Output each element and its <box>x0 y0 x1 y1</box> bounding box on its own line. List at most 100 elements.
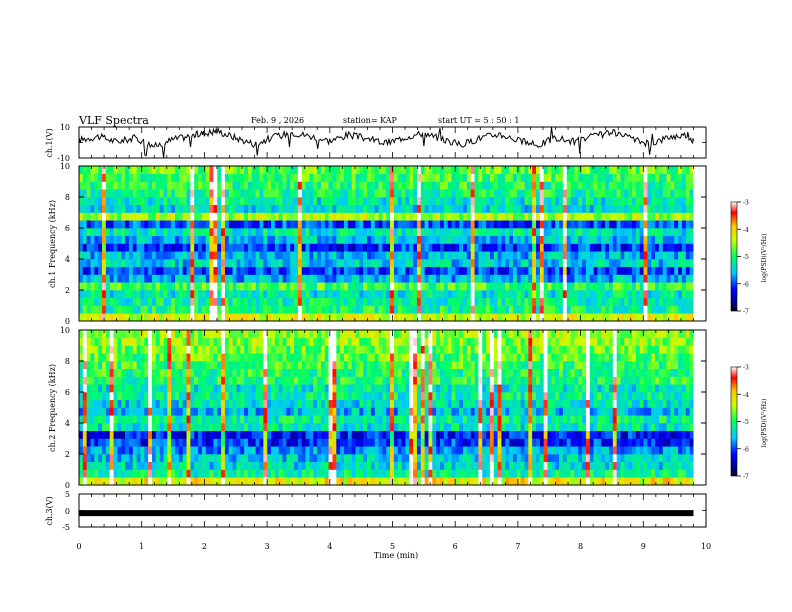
ch2-spectrogram-cell <box>274 469 279 478</box>
ch1-spectrogram-cell <box>409 290 414 299</box>
ch1-spectrogram-cell <box>132 243 137 252</box>
ch2-spectrogram-cell <box>474 415 479 424</box>
ch2-spectrogram-cell <box>685 415 690 424</box>
ch2-spectrogram-cell <box>328 461 333 470</box>
ch1-spectrogram-cell <box>589 228 594 237</box>
ch1-spectrogram-cell <box>159 290 164 299</box>
ch1-spectrogram-cell <box>486 313 491 322</box>
ch2-spectrogram-cell <box>635 469 640 478</box>
ch1-spectrogram-cell <box>655 259 660 268</box>
ch2-spectrogram-cell <box>236 438 241 447</box>
ch2-spectrogram-cell <box>547 415 552 424</box>
ch2-spectrogram-cell <box>102 446 107 455</box>
ch1-spectrogram-cell <box>221 282 226 291</box>
ch1-spectrogram-cell <box>658 282 664 291</box>
ch1-spectrogram-cell <box>566 173 571 182</box>
ch1-spectrogram-cell <box>685 173 690 182</box>
ch2-spectrogram-cell <box>109 423 114 432</box>
ch2-spectrogram-cell <box>340 399 345 408</box>
ch2-spectrogram-cell <box>236 454 241 463</box>
ch2-spectrogram-cell <box>186 415 191 424</box>
ch2-spectrogram-cell <box>86 461 91 470</box>
ch2-spectrogram-cell <box>466 461 472 470</box>
ch1-spectrogram-cell <box>601 166 606 175</box>
ch1-spectrogram-cell <box>209 251 214 260</box>
ch1-spectrogram-cell <box>224 274 230 283</box>
ch2-spectrogram-cell <box>482 446 487 455</box>
ch2-spectrogram-cell <box>489 399 495 408</box>
ch2-spectrogram-cell <box>305 399 310 408</box>
ch1-spectrogram-cell <box>436 305 441 314</box>
ch1-spectrogram-cell <box>232 235 237 244</box>
ch1-spectrogram-cell <box>278 173 283 182</box>
ch2-spectrogram-cell <box>171 461 176 470</box>
ch1-spectrogram-cell <box>105 212 111 221</box>
ch1-spectrogram-cell <box>240 266 245 275</box>
ch2-spectrogram-cell <box>420 415 425 424</box>
ch2-spectrogram-cell <box>536 469 541 478</box>
ch2-spectrogram-cell <box>666 469 671 478</box>
ch2-spectrogram-cell <box>620 423 625 432</box>
ch1-spectrogram-cell <box>620 313 625 322</box>
ch2-spectrogram-cell <box>121 430 126 439</box>
ch2-spectrogram-cell <box>643 454 648 463</box>
ch1-spectrogram-cell <box>144 313 149 322</box>
ch1-spectrogram-cell <box>551 189 556 198</box>
ch2-spectrogram-cell <box>524 446 529 455</box>
ch1-spectrogram-cell <box>359 220 364 229</box>
ch1-colorbar-label: log(PSD)(V²/Hz) <box>761 234 768 283</box>
ch1-spectrogram-cell <box>574 313 579 322</box>
ch2-spectrogram-cell <box>328 430 333 439</box>
ch1-spectrogram-cell <box>582 251 587 260</box>
ch2-spectrogram-cell <box>167 407 172 416</box>
ch2-spectrogram-cell <box>386 438 391 447</box>
ch1-spectrogram-cell <box>128 235 134 244</box>
ch1-spectrogram-cell <box>562 251 568 260</box>
ch2-spectrogram-cell <box>79 477 84 486</box>
ch2-spectrogram-cell <box>282 407 287 416</box>
ch1-spectrogram-cell <box>405 235 410 244</box>
ch1-spectrogram-cell <box>585 166 591 175</box>
ch2-spectrogram-cell <box>251 454 256 463</box>
ch1-spectrogram-cell <box>320 235 326 244</box>
ch1-spectrogram-cell <box>455 166 460 175</box>
ch2-spectrogram-cell <box>512 423 518 432</box>
ch1-spectrogram-cell <box>351 166 356 175</box>
ch2-spectrogram-cell <box>370 469 376 478</box>
ch1-spectrogram-cell <box>82 259 87 268</box>
ch1-spectrogram-cell <box>390 305 395 314</box>
ch1-spectrogram-cell <box>86 204 91 213</box>
ch1-spectrogram-cell <box>428 251 433 260</box>
ch2-spectrogram-cell <box>259 477 264 486</box>
ch1-spectrogram-cell <box>416 181 422 190</box>
ch2-spectrogram-cell <box>171 469 176 478</box>
ch2-spectrogram-cell <box>597 477 602 486</box>
ch1-spectrogram-cell <box>416 197 422 206</box>
ch1-spectrogram-cell <box>612 228 617 237</box>
ch1-spectrogram-cell <box>294 297 299 306</box>
ch1-spectrogram-cell <box>440 259 445 268</box>
ch1-spectrogram-cell <box>278 197 283 206</box>
ch1-spectrogram-cell <box>566 274 571 283</box>
ch1-spectrogram-cell <box>367 274 372 283</box>
ch1-spectrogram-cell <box>589 259 594 268</box>
ch2-spectrogram-cell <box>674 415 679 424</box>
ch1-spectrogram-cell <box>113 212 118 221</box>
ch2-spectrogram-cell <box>378 446 383 455</box>
ch1-spectrogram-cell <box>255 297 260 306</box>
ch1-spectrogram-cell <box>620 266 625 275</box>
ch1-spectrogram-cell <box>501 181 506 190</box>
ch2-spectrogram-cell <box>144 399 149 408</box>
ch2-spectrogram-cell <box>113 454 118 463</box>
ch1-spectrogram-cell <box>278 220 283 229</box>
ch1-spectrogram-cell <box>324 204 329 213</box>
ch2-spectrogram-cell <box>271 438 276 447</box>
ch2-spectrogram-cell <box>240 438 245 447</box>
ch1-spectrogram-cell <box>620 235 625 244</box>
ch2-spectrogram-cell <box>263 438 268 447</box>
ch1-spectrogram-cell <box>451 251 456 260</box>
ch2-spectrogram-cell <box>163 454 168 463</box>
ch1-spectrogram-cell <box>178 166 183 175</box>
ch1-spectrogram-cell <box>459 266 464 275</box>
ch1-spectrogram-cell <box>370 251 376 260</box>
